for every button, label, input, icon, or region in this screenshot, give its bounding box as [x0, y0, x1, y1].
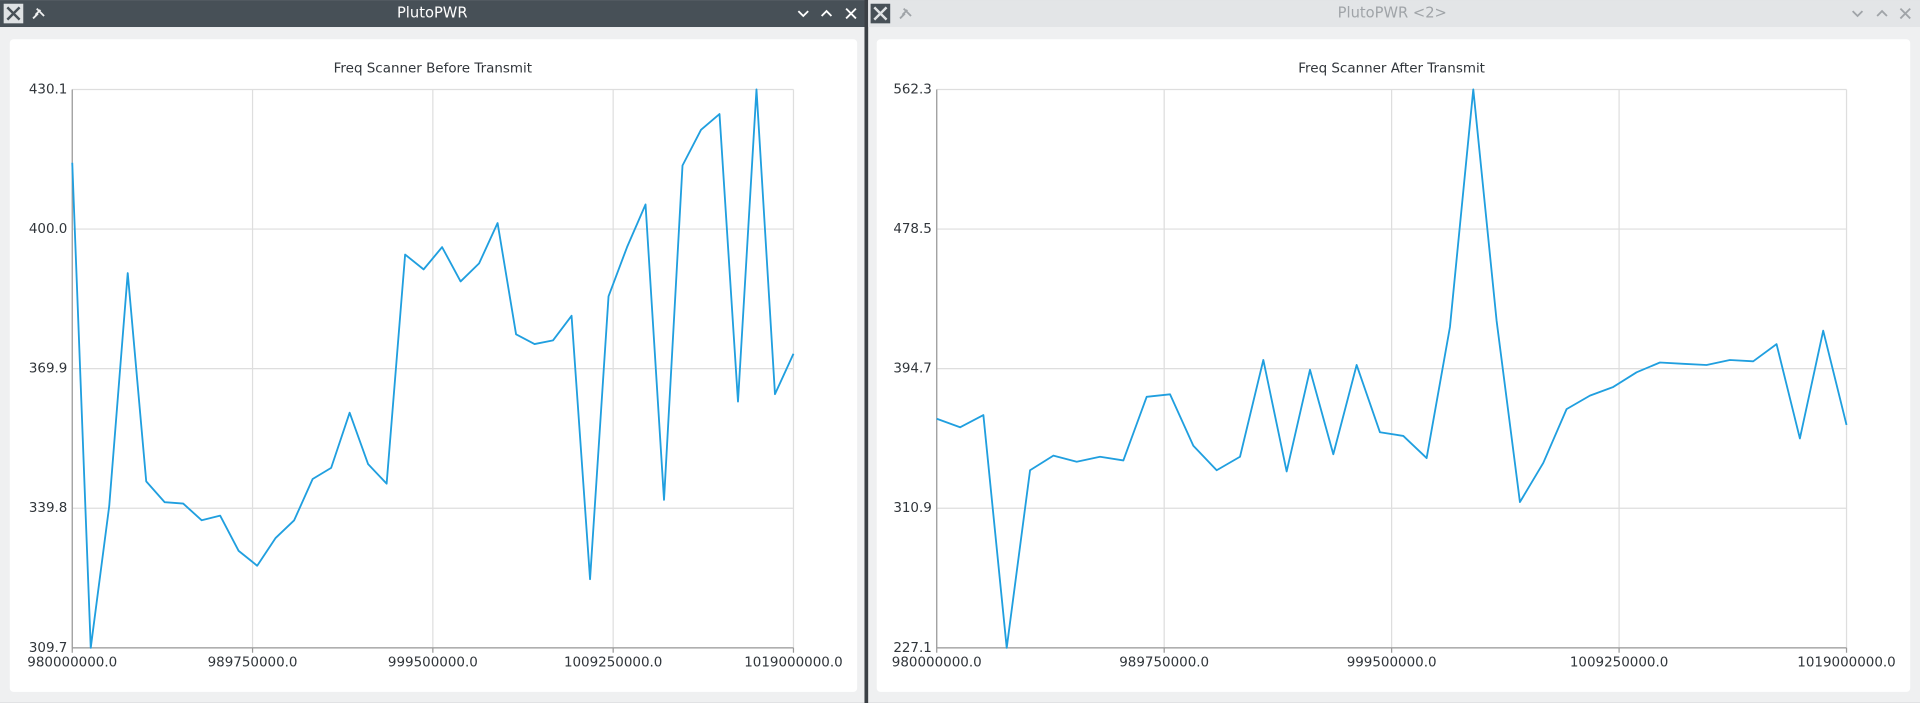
- minimize-button[interactable]: [797, 10, 809, 18]
- title-bar: [0, 0, 865, 28]
- y-tick-label: 339.8: [29, 501, 68, 516]
- pin-button[interactable]: [899, 7, 912, 20]
- y-tick-label: 310.9: [893, 501, 932, 516]
- title-bar: [868, 0, 1920, 28]
- x-tick-label: 1009250000.0: [564, 656, 662, 671]
- x-tick-label: 1009250000.0: [1570, 656, 1668, 671]
- chart-panel: [9, 39, 858, 692]
- x-tick-label: 989750000.0: [208, 656, 298, 671]
- data-line: [936, 88, 1848, 649]
- y-tick-label: 227.1: [893, 641, 932, 656]
- chart-panel: [876, 39, 1911, 692]
- maximize-button[interactable]: [1876, 9, 1888, 17]
- y-tick-label: 394.7: [893, 362, 932, 377]
- chart-title: Freq Scanner After Transmit: [1298, 62, 1485, 77]
- close-button[interactable]: [1899, 7, 1911, 20]
- window-title: PlutoPWR <2>: [1338, 5, 1447, 22]
- x-tick-label: 1019000000.0: [1797, 656, 1895, 671]
- x-tick-label: 989750000.0: [1119, 656, 1209, 671]
- close-button[interactable]: [845, 7, 857, 20]
- y-tick-label: 369.9: [29, 362, 68, 377]
- y-tick-label: 309.7: [29, 641, 68, 656]
- y-tick-label: 562.3: [893, 82, 932, 97]
- y-tick-label: 430.1: [29, 82, 68, 97]
- x-tick-label: 999500000.0: [388, 656, 478, 671]
- minimize-button[interactable]: [1852, 10, 1864, 18]
- data-line: [71, 88, 795, 649]
- app-icon-glyph: [6, 6, 21, 21]
- app-icon-glyph: [873, 6, 888, 21]
- x-tick-label: 999500000.0: [1347, 656, 1437, 671]
- maximize-button[interactable]: [820, 9, 833, 17]
- y-tick-label: 478.5: [893, 222, 932, 237]
- x-tick-label: 980000000.0: [27, 656, 117, 671]
- window-title: PlutoPWR: [397, 5, 468, 22]
- x-tick-label: 980000000.0: [892, 656, 982, 671]
- chart-title: Freq Scanner Before Transmit: [334, 62, 532, 77]
- y-tick-label: 400.0: [29, 222, 68, 237]
- window-border: [864, 0, 869, 703]
- x-tick-label: 1019000000.0: [744, 656, 842, 671]
- pin-button[interactable]: [32, 7, 45, 20]
